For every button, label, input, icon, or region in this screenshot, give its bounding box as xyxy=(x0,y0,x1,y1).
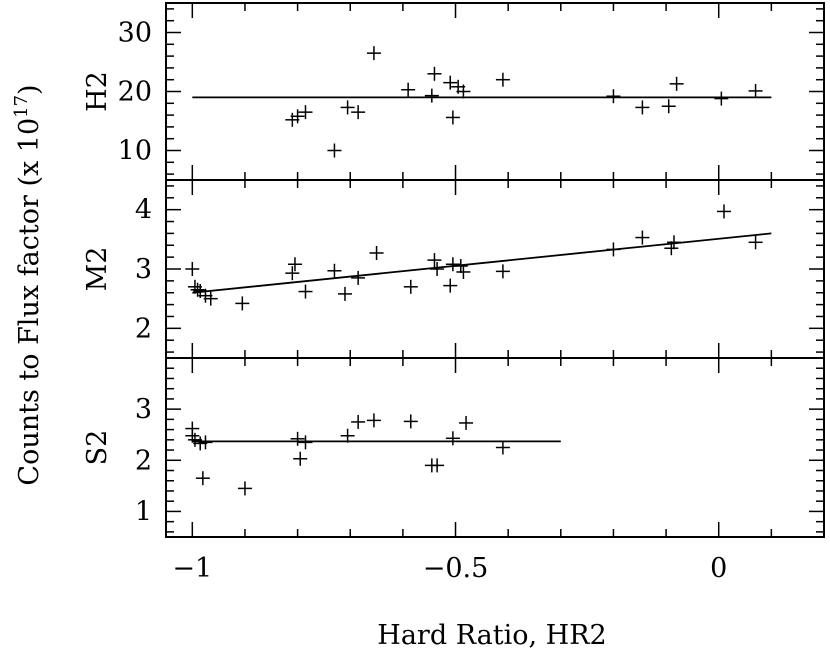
x-axis-label: Hard Ratio, HR2 xyxy=(377,620,606,651)
data-point-h2-18 xyxy=(669,76,684,91)
data-point-s2-11 xyxy=(351,414,366,429)
data-point-m2-26 xyxy=(716,204,731,219)
data-point-h2-2 xyxy=(298,105,313,120)
data-point-m2-7 xyxy=(285,266,300,281)
y-tick-label-s2: 2 xyxy=(135,445,152,476)
panel-frame-s2 xyxy=(165,357,825,538)
data-point-h2-6 xyxy=(366,46,381,61)
data-point-m2-27 xyxy=(748,235,763,250)
data-point-s2-18 xyxy=(495,440,510,455)
y-tick-label-s2: 1 xyxy=(135,496,152,527)
y-tick-label-h2: 10 xyxy=(118,136,152,167)
y-axis-label-close: ) xyxy=(14,84,45,95)
panel-frame-h2 xyxy=(165,2,825,181)
y-tick-label-h2: 30 xyxy=(118,18,152,49)
data-point-m2-24 xyxy=(664,241,679,256)
data-point-m2-10 xyxy=(327,263,342,278)
data-point-h2-16 xyxy=(635,100,650,115)
data-point-s2-10 xyxy=(340,428,355,443)
data-point-m2-5 xyxy=(203,291,218,306)
data-point-h2-1 xyxy=(290,109,305,124)
data-point-m2-8 xyxy=(287,257,302,272)
data-point-h2-9 xyxy=(427,66,442,81)
data-point-s2-15 xyxy=(430,458,445,473)
data-point-s2-7 xyxy=(290,431,305,446)
x-tick-label: −1 xyxy=(172,553,212,584)
data-point-m2-18 xyxy=(445,257,460,272)
data-points xyxy=(185,46,763,496)
data-point-m2-2 xyxy=(190,282,205,297)
panel-frames xyxy=(165,2,825,538)
data-point-m2-15 xyxy=(427,253,442,268)
fit-line-m2 xyxy=(192,232,772,294)
data-point-h2-11 xyxy=(445,110,460,125)
data-point-m2-22 xyxy=(606,242,621,257)
data-point-m2-14 xyxy=(403,279,418,294)
data-point-h2-7 xyxy=(401,82,416,97)
data-point-m2-12 xyxy=(351,270,366,285)
data-point-s2-5 xyxy=(198,435,213,450)
data-point-s2-9 xyxy=(298,435,313,450)
data-point-m2-13 xyxy=(369,245,384,260)
data-point-m2-20 xyxy=(456,264,471,279)
data-point-s2-4 xyxy=(195,471,210,486)
panel-label-h2: H2 xyxy=(82,71,113,112)
data-point-m2-17 xyxy=(443,278,458,293)
y-axis-label: Counts to Flux factor (x 1017) xyxy=(11,84,45,485)
data-point-m2-6 xyxy=(235,296,250,311)
y-tick-label-m2: 3 xyxy=(135,254,152,285)
data-point-h2-15 xyxy=(606,89,621,104)
data-point-h2-4 xyxy=(340,100,355,115)
fit-lines xyxy=(192,96,772,443)
data-point-m2-21 xyxy=(495,264,510,279)
y-tick-label-h2: 20 xyxy=(118,77,152,108)
data-point-h2-17 xyxy=(661,99,676,114)
data-point-m2-19 xyxy=(453,259,468,274)
data-point-s2-16 xyxy=(445,431,460,446)
data-point-s2-17 xyxy=(459,415,474,430)
data-point-h2-3 xyxy=(327,143,342,158)
data-point-h2-19 xyxy=(714,91,729,106)
data-point-m2-16 xyxy=(430,262,445,276)
y-axis-label-main: Counts to Flux factor (x 10 xyxy=(14,118,45,486)
data-point-h2-8 xyxy=(424,88,439,103)
data-point-m2-9 xyxy=(298,284,313,299)
y-axis-label-exponent: 17 xyxy=(11,95,32,118)
axis-ticks xyxy=(166,3,825,537)
data-point-s2-6 xyxy=(237,481,252,496)
data-point-h2-14 xyxy=(495,72,510,87)
y-tick-label-s2: 3 xyxy=(135,394,152,425)
y-tick-label-m2: 4 xyxy=(135,195,152,226)
data-point-h2-20 xyxy=(748,83,763,98)
panel-label-s2: S2 xyxy=(82,430,113,466)
x-tick-label: 0 xyxy=(710,553,727,584)
data-point-s2-13 xyxy=(403,414,418,429)
data-point-h2-10 xyxy=(443,75,458,90)
panel-frame-m2 xyxy=(165,179,825,359)
data-point-h2-5 xyxy=(351,105,366,120)
data-point-s2-8 xyxy=(293,451,308,466)
data-point-h2-13 xyxy=(456,84,471,99)
data-point-s2-12 xyxy=(366,413,381,428)
x-tick-label: −0.5 xyxy=(423,553,489,584)
panel-label-m2: M2 xyxy=(82,247,113,292)
data-point-m2-23 xyxy=(635,230,650,245)
y-tick-label-m2: 2 xyxy=(135,313,152,344)
data-point-m2-11 xyxy=(337,286,352,301)
data-point-m2-25 xyxy=(666,235,681,250)
data-point-m2-0 xyxy=(185,262,200,276)
